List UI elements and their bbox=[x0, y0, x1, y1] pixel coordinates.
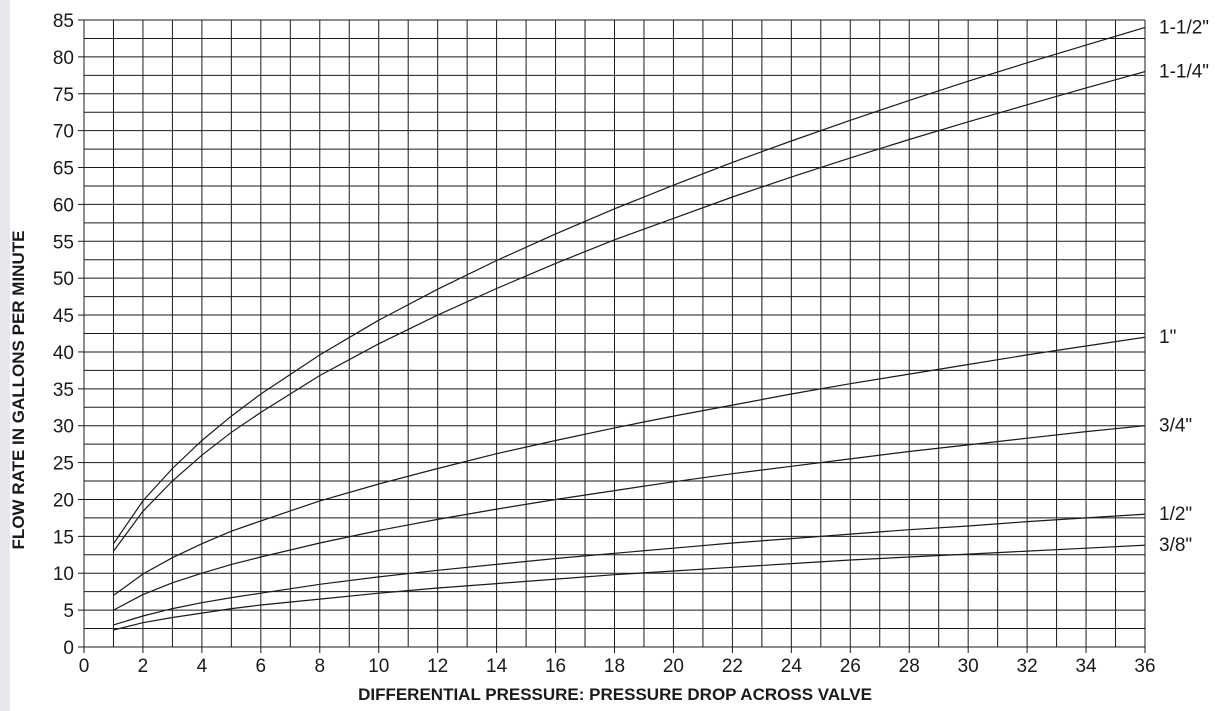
x-tick-label: 26 bbox=[840, 656, 861, 677]
x-tick-label: 12 bbox=[427, 656, 448, 677]
y-axis-title: FLOW RATE IN GALLONS PER MINUTE bbox=[9, 231, 28, 550]
grid bbox=[78, 19, 1146, 653]
x-tick-label: 20 bbox=[663, 656, 684, 677]
x-tick-label: 32 bbox=[1017, 656, 1038, 677]
y-tick-label: 30 bbox=[53, 417, 74, 438]
y-tick-label: 25 bbox=[53, 454, 74, 475]
y-tick-label: 40 bbox=[53, 343, 74, 364]
x-tick-label: 2 bbox=[138, 656, 149, 677]
y-tick-label: 10 bbox=[53, 564, 74, 585]
y-tick-label: 35 bbox=[53, 380, 74, 401]
x-tick-label: 16 bbox=[545, 656, 566, 677]
series-line-5 bbox=[113, 513, 1146, 626]
series-lines bbox=[113, 26, 1146, 631]
y-tick-label: 65 bbox=[53, 159, 74, 180]
y-tick-label: 0 bbox=[63, 638, 74, 659]
y-tick-label: 5 bbox=[63, 601, 74, 622]
x-tick-label: 18 bbox=[604, 656, 625, 677]
x-axis-title: DIFFERENTIAL PRESSURE: PRESSURE DROP ACR… bbox=[358, 685, 872, 704]
y-tick-label: 80 bbox=[53, 48, 74, 69]
x-tick-label: 10 bbox=[368, 656, 389, 677]
y-tick-label: 60 bbox=[53, 195, 74, 216]
y-tick-label: 75 bbox=[53, 85, 74, 106]
series-label-5: 1/2" bbox=[1159, 504, 1192, 525]
y-tick-label: 45 bbox=[53, 306, 74, 327]
series-line-4 bbox=[113, 425, 1146, 611]
y-tick-label: 15 bbox=[53, 527, 74, 548]
x-tick-label: 34 bbox=[1075, 656, 1097, 677]
y-tick-label: 50 bbox=[53, 269, 74, 290]
x-tick-label: 0 bbox=[79, 656, 90, 677]
y-axis-ticks: 0 5 10 15 20 25 30 35 40 45 50 55 60 65 70 75 80 85 bbox=[53, 11, 74, 659]
x-tick-label: 30 bbox=[958, 656, 979, 677]
series-label-3: 1" bbox=[1159, 327, 1176, 348]
y-tick-label: 70 bbox=[53, 122, 74, 143]
series-line-1 bbox=[113, 26, 1146, 545]
x-tick-label: 22 bbox=[722, 656, 743, 677]
x-tick-label: 4 bbox=[197, 656, 208, 677]
x-tick-label: 28 bbox=[899, 656, 920, 677]
y-tick-label: 20 bbox=[53, 490, 74, 511]
x-tick-label: 36 bbox=[1134, 656, 1155, 677]
series-label-2: 1-1/4" bbox=[1159, 62, 1209, 83]
x-tick-label: 24 bbox=[781, 656, 803, 677]
series-label-1: 1-1/2" bbox=[1159, 17, 1209, 38]
series-line-3 bbox=[113, 336, 1146, 596]
series-labels: 1-1/2" 1-1/4" 1" 3/4" 1/2" 3/8" bbox=[1159, 17, 1209, 556]
series-line-2 bbox=[113, 71, 1146, 552]
x-tick-label: 14 bbox=[486, 656, 508, 677]
y-tick-label: 85 bbox=[53, 11, 74, 32]
y-tick-label: 55 bbox=[53, 232, 74, 253]
x-tick-label: 8 bbox=[314, 656, 325, 677]
x-tick-label: 6 bbox=[256, 656, 267, 677]
series-label-6: 3/8" bbox=[1159, 535, 1192, 556]
series-line-6 bbox=[113, 544, 1146, 631]
series-label-4: 3/4" bbox=[1159, 416, 1192, 437]
x-axis-ticks: 0 2 4 6 8 10 12 14 16 18 20 22 24 26 28 30 32 34 36 bbox=[79, 656, 1156, 677]
left-edge-strip bbox=[0, 0, 10, 711]
